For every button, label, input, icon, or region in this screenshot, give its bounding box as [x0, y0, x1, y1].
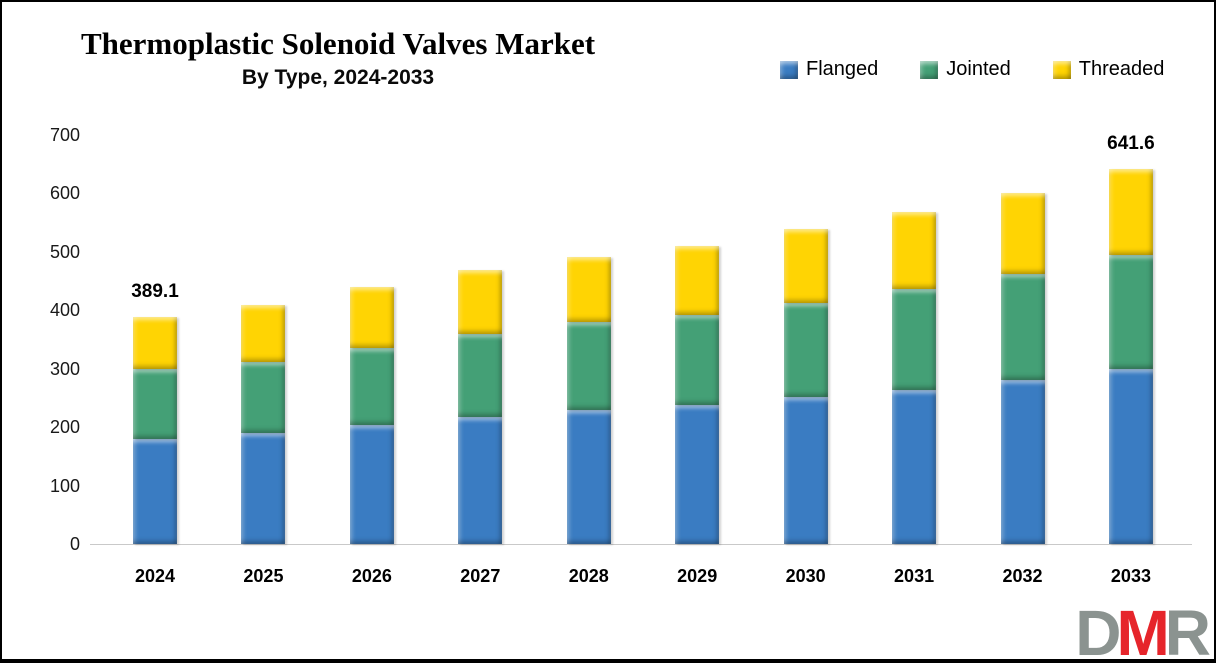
- y-tick-label-400: 400: [49, 300, 80, 321]
- bar-segment-jointed-2026: [349, 347, 394, 425]
- logo-letter-m: M: [1116, 597, 1169, 663]
- x-axis-label-2033: 2033: [1110, 566, 1151, 586]
- bar-segment-flanged-2031: [892, 389, 937, 544]
- y-tick-label-700: 700: [49, 125, 80, 145]
- bar-segment-jointed-2024: [133, 368, 177, 439]
- legend-label-jointed: Jointed: [946, 58, 1011, 80]
- legend-item-flanged: Flanged: [780, 58, 878, 81]
- bar-segment-threaded-2030: [783, 229, 828, 303]
- x-axis-label-2026: 2026: [351, 566, 392, 586]
- y-tick-label-200: 200: [49, 417, 80, 438]
- bar-segment-threaded-2024: [133, 316, 177, 369]
- y-tick-label-100: 100: [49, 475, 80, 496]
- y-tick-label-500: 500: [49, 241, 80, 262]
- chart-subtitle: By Type, 2024-2033: [241, 65, 435, 89]
- bar-segment-threaded-2031: [892, 212, 937, 289]
- bar-segment-threaded-2029: [675, 246, 720, 315]
- bar-segment-threaded-2028: [566, 256, 611, 322]
- bar-segment-threaded-2027: [458, 269, 503, 334]
- bar-segment-jointed-2029: [675, 314, 720, 405]
- bar-segment-flanged-2033: [1108, 368, 1153, 544]
- x-axis-label-2025: 2025: [243, 566, 284, 586]
- bar-segment-flanged-2024: [133, 438, 177, 544]
- title-block: Thermoplastic Solenoid Valves Market By …: [24, 26, 652, 90]
- legend-label-flanged: Flanged: [806, 58, 879, 80]
- bar-segment-flanged-2026: [349, 424, 394, 544]
- legend-item-jointed: Jointed: [920, 58, 1011, 81]
- x-axis-label-2027: 2027: [460, 566, 501, 586]
- bar-segment-jointed-2027: [458, 333, 503, 418]
- bar-segment-threaded-2033: [1108, 169, 1153, 255]
- logo-letter-d: D: [1075, 597, 1121, 663]
- bar-segment-flanged-2032: [1000, 379, 1045, 544]
- bar-segment-flanged-2028: [566, 410, 611, 544]
- bar-segment-threaded-2026: [349, 286, 394, 348]
- bar-segment-jointed-2030: [783, 302, 828, 397]
- bar-segment-jointed-2025: [241, 361, 286, 433]
- legend-swatch-jointed: [920, 60, 939, 79]
- bar-total-label-2033: 641.6: [1107, 133, 1155, 155]
- legend-item-threaded: Threaded: [1052, 58, 1165, 81]
- legend-swatch-flanged: [780, 60, 798, 79]
- bar-total-label-2024: 389.1: [131, 280, 179, 302]
- bar-segment-jointed-2033: [1108, 254, 1153, 369]
- y-tick-label-600: 600: [49, 183, 80, 204]
- x-axis-label-2031: 2031: [894, 566, 935, 586]
- bar-segment-flanged-2025: [241, 432, 286, 544]
- x-axis-line: [90, 544, 1192, 545]
- x-axis-label-2024: 2024: [134, 566, 176, 586]
- bar-segment-flanged-2029: [675, 404, 720, 544]
- y-tick-label-300: 300: [49, 358, 80, 379]
- bar-segment-threaded-2025: [241, 305, 286, 362]
- legend-swatch-threaded: [1052, 60, 1071, 79]
- x-axis-label-2028: 2028: [568, 566, 609, 586]
- x-axis-label-2029: 2029: [677, 566, 718, 586]
- x-axis-label-2030: 2030: [785, 566, 826, 586]
- legend-label-threaded: Threaded: [1078, 58, 1165, 80]
- legend: Flanged Jointed Threaded: [780, 58, 1164, 81]
- logo-letter-r: R: [1164, 597, 1211, 663]
- y-tick-label-0: 0: [69, 534, 80, 554]
- bar-segment-jointed-2028: [566, 321, 611, 411]
- x-axis-label-2032: 2032: [1002, 566, 1043, 586]
- bar-segment-flanged-2030: [783, 396, 828, 544]
- bar-segment-jointed-2032: [1000, 274, 1045, 380]
- chart-title: Thermoplastic Solenoid Valves Market: [80, 26, 596, 61]
- dmr-logo: DMR: [1075, 601, 1211, 659]
- bar-segment-jointed-2031: [892, 288, 937, 390]
- bar-segment-flanged-2027: [458, 417, 503, 544]
- bar-segment-threaded-2032: [1000, 192, 1045, 275]
